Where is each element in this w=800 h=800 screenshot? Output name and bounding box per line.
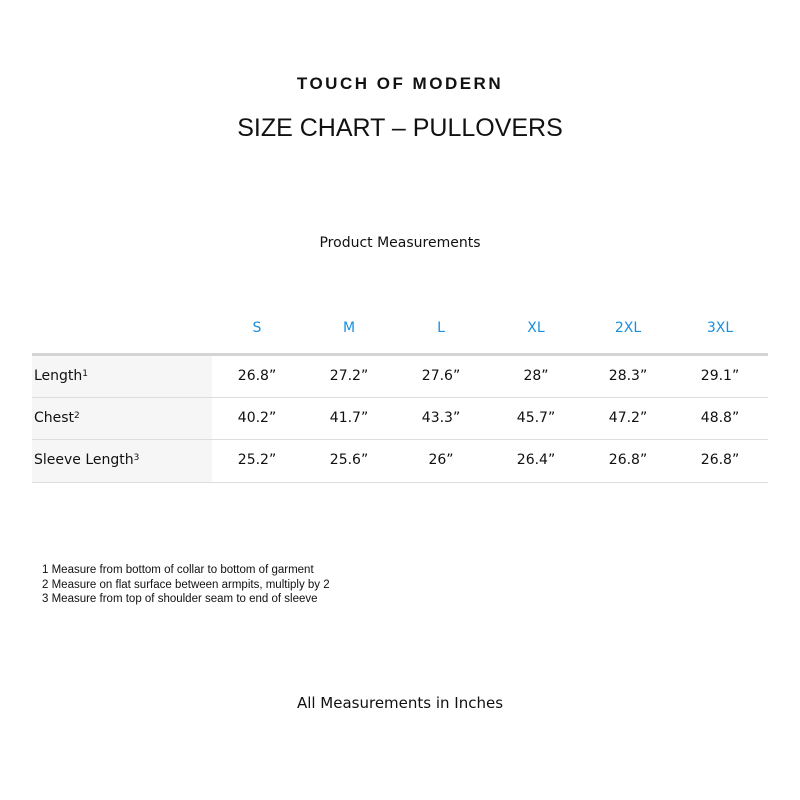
- page-title: SIZE CHART – PULLOVERS: [237, 114, 563, 142]
- measurement-cell: 26.8”: [237, 368, 277, 384]
- size-header: M: [342, 320, 356, 336]
- size-header: 3XL: [706, 320, 734, 336]
- measurement-cell: 40.2”: [237, 410, 277, 426]
- row-label: Chest2: [34, 410, 80, 426]
- measurement-cell: 26.8”: [608, 452, 648, 468]
- measurement-cell: 26.4”: [516, 452, 556, 468]
- footnote: 3 Measure from top of shoulder seam to e…: [42, 593, 318, 605]
- row-label-text: Length: [34, 368, 83, 384]
- measurement-cell: 26”: [428, 452, 454, 468]
- measurement-cell: 28.3”: [608, 368, 648, 384]
- measurement-cell: 25.6”: [329, 452, 369, 468]
- row-label-text: Sleeve Length: [34, 452, 134, 468]
- units-note: All Measurements in Inches: [296, 694, 504, 712]
- size-header: XL: [527, 320, 545, 336]
- measurement-cell: 29.1”: [700, 368, 740, 384]
- measurement-cell: 41.7”: [329, 410, 369, 426]
- label-column-background: [32, 356, 212, 482]
- footnote: 1 Measure from bottom of collar to botto…: [42, 564, 314, 576]
- row-divider: [32, 439, 768, 440]
- footnotes: 1 Measure from bottom of collar to botto…: [42, 563, 330, 607]
- row-label: Length1: [34, 368, 88, 384]
- size-header: S: [252, 320, 262, 336]
- footnote-marker: 2: [74, 411, 80, 421]
- measurement-cell: 47.2”: [608, 410, 648, 426]
- measurement-cell: 45.7”: [516, 410, 556, 426]
- footnote-marker: 1: [82, 369, 89, 379]
- header-divider: [32, 353, 768, 356]
- measurement-cell: 26.8”: [700, 452, 740, 468]
- measurement-cell: 27.6”: [421, 368, 461, 384]
- measurement-cell: 43.3”: [421, 410, 461, 426]
- row-label-text: Chest: [34, 410, 75, 426]
- brand-logo: TOUCH OF MODERN: [296, 74, 504, 93]
- measurement-cell: 25.2”: [237, 452, 277, 468]
- size-header: L: [437, 320, 445, 336]
- footnote: 2 Measure on flat surface between armpit…: [42, 578, 330, 591]
- row-divider: [32, 397, 768, 398]
- size-header: 2XL: [614, 320, 642, 336]
- row-divider: [32, 482, 768, 483]
- footnote-marker: 3: [133, 453, 140, 463]
- section-subtitle: Product Measurements: [319, 235, 481, 251]
- measurement-cell: 28”: [523, 368, 549, 384]
- measurement-cell: 27.2”: [329, 368, 369, 384]
- row-label: Sleeve Length3: [34, 452, 139, 468]
- measurement-cell: 48.8”: [700, 410, 740, 426]
